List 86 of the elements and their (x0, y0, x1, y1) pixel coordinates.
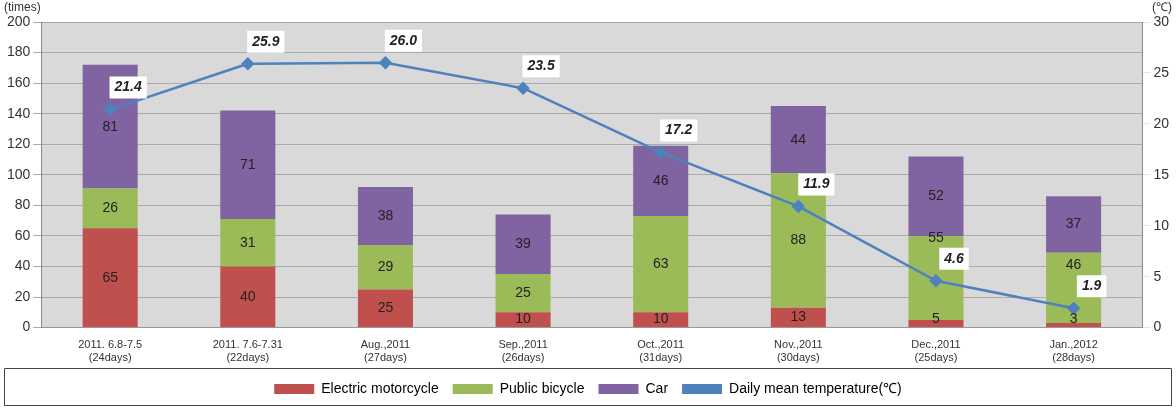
data-label: 31 (240, 233, 256, 250)
y-tick-label: 80 (14, 196, 31, 213)
x-tick-label: Nov.,2011 (30days) (774, 338, 823, 364)
y-tick-label: 100 (7, 165, 31, 182)
bar (495, 214, 551, 275)
y-tick-label: 0 (22, 318, 31, 335)
y-tick-label: 60 (14, 226, 31, 243)
y-tick-label: 200 (7, 12, 31, 29)
data-label: 23.5 (526, 57, 555, 74)
data-label: 39 (515, 235, 532, 252)
data-label: 11.9 (803, 175, 830, 192)
bar (82, 228, 138, 328)
bar (633, 145, 689, 217)
data-label: 10 (515, 309, 532, 326)
data-label: 1.9 (1081, 277, 1102, 294)
data-label: 71 (240, 155, 256, 172)
bar (495, 274, 551, 313)
x-tick-label: 2011. 6.8-7.5 (24days) (78, 338, 143, 364)
point (379, 56, 392, 69)
y2-tick-label: 0 (1153, 318, 1162, 335)
x-tick-label: Dec.,2011 (25days) (911, 338, 961, 364)
bar (633, 216, 689, 313)
bar (220, 219, 276, 267)
y-axis-title: (times) (4, 0, 41, 15)
data-label: 21.4 (113, 78, 143, 95)
y2-tick-label: 15 (1153, 165, 1170, 182)
bar (495, 312, 551, 328)
data-label: 46 (652, 171, 669, 188)
data-label: 26 (102, 199, 119, 216)
bar (220, 266, 276, 328)
bar (770, 307, 826, 328)
point (792, 200, 805, 213)
bar (1046, 323, 1102, 328)
data-label: 63 (652, 255, 669, 272)
data-label: 37 (1065, 215, 1082, 232)
data-label: 10 (652, 309, 669, 326)
point (929, 274, 943, 287)
y2-tick-label: 10 (1153, 216, 1170, 233)
bar (82, 188, 138, 229)
data-label: 25 (515, 284, 532, 301)
data-label: 29 (377, 258, 394, 275)
x-tick-label: Oct.,2011 (31days) (637, 338, 685, 364)
y-tick-label: 180 (7, 43, 31, 60)
point (241, 57, 255, 71)
data-label: 38 (377, 206, 394, 223)
bar (633, 312, 689, 328)
data-label: 88 (790, 231, 807, 248)
y-tick-label: 40 (14, 257, 31, 274)
x-tick-label: 2011. 7.6-7.31 (22days) (212, 338, 283, 364)
data-label: 46 (1065, 256, 1082, 273)
y-tick-label: 20 (14, 287, 31, 304)
y2-axis-title: (℃) (1152, 0, 1172, 15)
bar (357, 245, 413, 290)
y2-tick-label: 20 (1153, 114, 1170, 131)
legend-label: Public bicycle (499, 379, 585, 396)
y-tick-label: 120 (7, 135, 31, 152)
data-label: 44 (790, 130, 807, 147)
data-label: 40 (240, 287, 256, 304)
point (516, 81, 530, 95)
data-label: 4.6 (943, 249, 964, 266)
data-label: 52 (928, 187, 944, 204)
bar (357, 289, 413, 328)
bar (357, 187, 413, 246)
x-tick-label: Jan.,2012 (28days) (1049, 338, 1098, 364)
data-label: 25.9 (251, 32, 280, 49)
bar (1046, 196, 1102, 253)
data-label: 65 (102, 268, 119, 285)
point (654, 146, 667, 159)
point (1067, 302, 1080, 315)
legend-label: Electric motorcycle (321, 379, 439, 396)
x-tick-label: Aug.,2011 (27days) (360, 338, 411, 364)
point (103, 103, 117, 116)
data-label: 25 (377, 299, 394, 316)
y2-tick-label: 25 (1153, 63, 1170, 80)
bar (220, 110, 276, 220)
data-label: 81 (102, 117, 119, 134)
y-tick-label: 140 (7, 104, 31, 121)
y-tick-label: 160 (7, 73, 31, 90)
x-tick-label: Sep.,2011 (26days) (498, 338, 548, 364)
data-label: 13 (790, 308, 807, 325)
y2-tick-label: 5 (1153, 267, 1162, 284)
legend-label: Daily mean temperature(℃) (729, 379, 902, 396)
data-label: 3 (1069, 309, 1078, 326)
data-label: 17.2 (665, 121, 693, 138)
data-label: 26.0 (388, 31, 418, 48)
legend-label: Car (645, 379, 669, 396)
